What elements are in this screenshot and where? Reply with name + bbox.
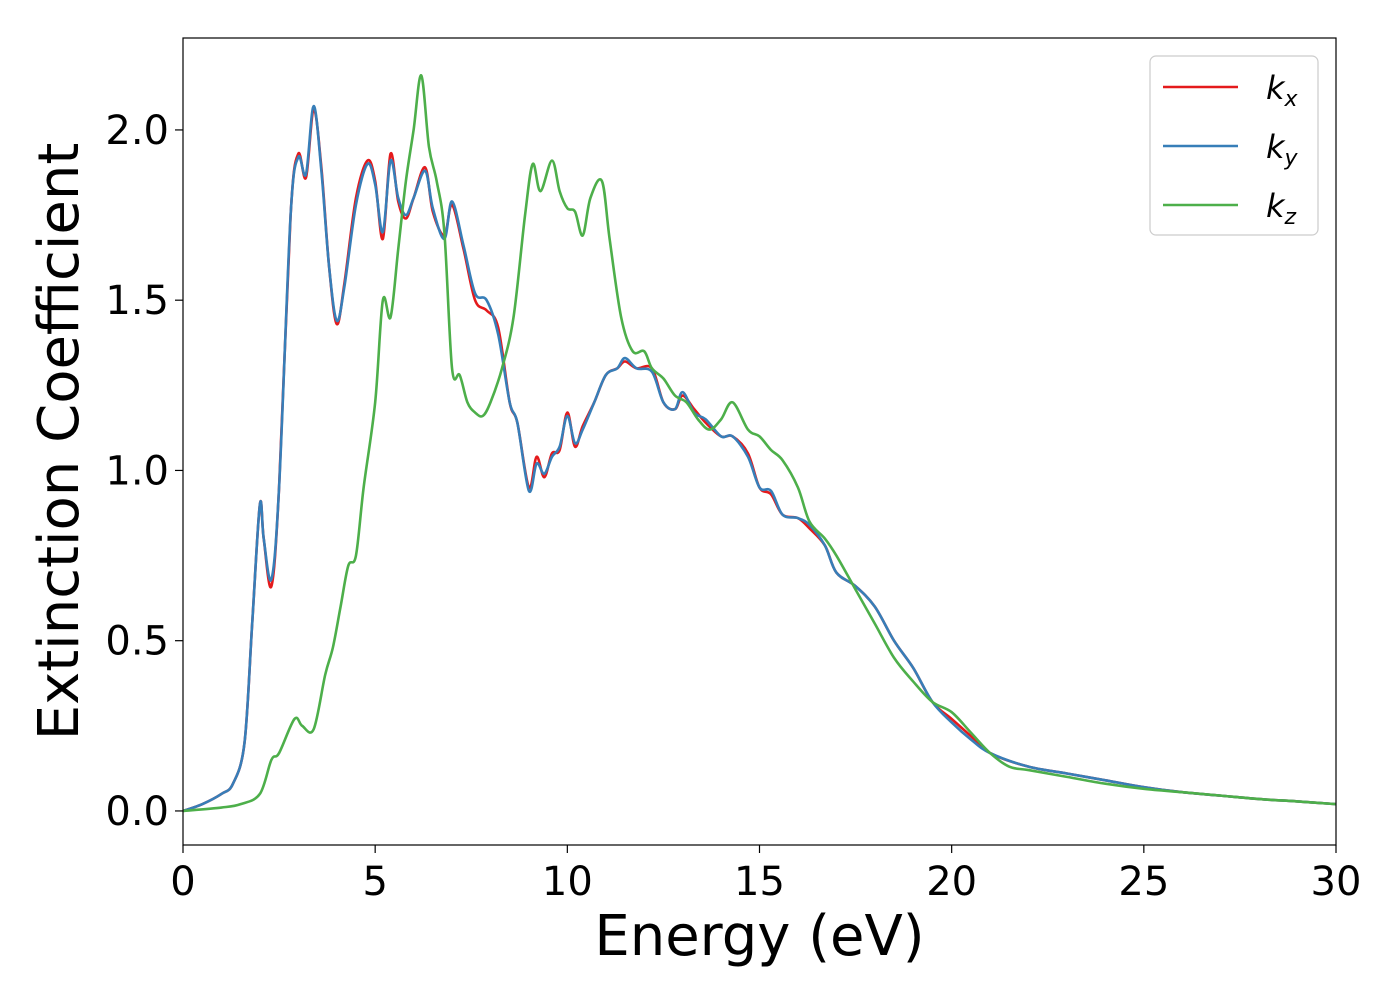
y-tick-label: 1.0 [105,448,169,494]
y-tick-label: 0.5 [105,619,169,665]
x-tick-label: 15 [734,859,785,905]
legend: kx ky kz [1149,55,1319,236]
series-line-z [183,74,1336,813]
legend-label-y: ky [1266,128,1299,171]
series-line-y [183,104,1336,813]
legend-label-z: kz [1266,187,1297,230]
x-axis-title: Energy (eV) [594,904,924,969]
x-tick-label: 25 [1118,859,1169,905]
x-tick-label: 5 [362,859,387,905]
x-tick-label: 10 [542,859,593,905]
series-lines [183,74,1336,813]
y-tick-label: 0.0 [105,789,169,835]
x-tick-label: 20 [926,859,977,905]
axis-ticks: 0 5 10 15 20 25 30 0.0 0.5 1.0 1.5 2.0 [105,108,1361,905]
x-tick-label: 30 [1311,859,1362,905]
x-tick-label: 0 [170,859,195,905]
legend-label-x: kx [1266,69,1299,112]
y-tick-label: 1.5 [105,278,169,324]
y-axis-title: Extinction Coefficient [27,143,92,741]
y-tick-label: 2.0 [105,108,169,154]
